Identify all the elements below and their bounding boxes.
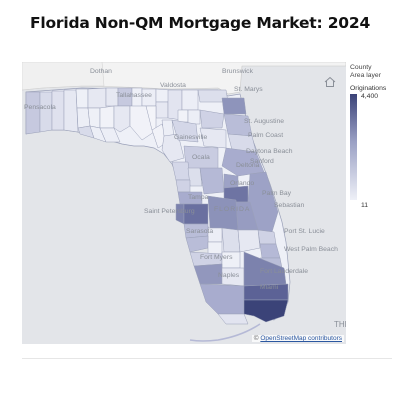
county-sarasota[interactable] (185, 235, 209, 253)
osm-attribution-link[interactable]: OpenStreetMap contributors (260, 335, 342, 342)
county-levy[interactable] (161, 133, 185, 163)
label-port-st-lucie: Port St. Lucie (284, 228, 325, 235)
county-liberty[interactable] (99, 105, 115, 129)
county-bradford[interactable] (187, 109, 201, 125)
legend-max-value: 4,400 (361, 93, 379, 100)
county-alachua[interactable] (171, 119, 199, 143)
label-palm-bay: Palm Bay (262, 190, 292, 197)
label-valdosta: Valdosta (160, 82, 186, 89)
county-walton[interactable] (63, 89, 79, 133)
county-calhoun[interactable] (87, 107, 101, 129)
label-st-augustine: St. Augustine (244, 118, 285, 125)
label-ocala: Ocala (192, 154, 210, 161)
label-gainesville: Gainesville (174, 134, 208, 141)
label-florida: FLORIDA (214, 206, 251, 213)
label-palm-coast: Palm Coast (248, 132, 284, 139)
label-pensacola: Pensacola (24, 104, 56, 111)
county-holmes[interactable] (75, 88, 89, 109)
county-escambia[interactable] (25, 91, 41, 135)
county-union[interactable] (177, 109, 189, 123)
label-miami: Miami (260, 284, 279, 291)
label-naples: Naples (218, 272, 240, 279)
map-panel[interactable]: Dothan Brunswick Valdosta Tallahassee St… (22, 62, 346, 344)
county-polk[interactable] (207, 195, 239, 231)
county-collier[interactable] (199, 283, 245, 315)
panhandle-counties (25, 87, 257, 163)
home-icon (324, 76, 336, 87)
label-brunswick: Brunswick (222, 68, 253, 75)
county-miami-dade[interactable] (243, 299, 289, 323)
central-counties (171, 145, 289, 325)
county-lake[interactable] (199, 167, 225, 195)
label-fort-myers: Fort Myers (200, 254, 233, 261)
label-sanford: Sanford (250, 158, 274, 165)
map-attribution: © OpenStreetMap contributors (251, 335, 344, 342)
county-santa-rosa[interactable] (39, 91, 53, 133)
label-sarasota: Sarasota (186, 228, 214, 235)
map-legend: County Area layer Originations 4,400 11 (350, 64, 398, 209)
label-orlando: Orlando (230, 180, 255, 187)
county-franklin[interactable] (99, 127, 121, 143)
label-saint-petersburg: Saint Petersburg (144, 208, 195, 215)
label-sebastian: Sebastian (274, 202, 305, 209)
legend-gradient-bar (350, 94, 357, 200)
county-clay[interactable] (199, 109, 225, 129)
county-duval[interactable] (221, 97, 247, 115)
label-tallahassee: Tallahassee (116, 92, 152, 99)
label-tampa: Tampa (188, 194, 209, 201)
legend-min-value: 11 (361, 202, 369, 209)
legend-title: County (350, 64, 372, 71)
county-desoto[interactable] (207, 241, 223, 255)
legend-subtitle: Area layer (350, 72, 381, 79)
map-watermark: THE (334, 320, 346, 329)
bottom-divider (22, 358, 392, 359)
attribution-prefix: © (253, 335, 261, 342)
county-washington[interactable] (76, 107, 91, 129)
label-fort-lauderdale: Fort Lauderdale (260, 268, 308, 275)
label-west-palm-beach: West Palm Beach (284, 246, 338, 253)
label-dothan: Dothan (90, 68, 112, 75)
county-highlands[interactable] (221, 227, 241, 253)
county-citrus[interactable] (171, 161, 191, 181)
county-wakulla[interactable] (113, 105, 131, 133)
label-daytona-beach: Daytona Beach (246, 148, 293, 155)
page-title: Florida Non-QM Mortgage Market: 2024 (29, 14, 371, 32)
label-st-marys: St. Marys (234, 86, 263, 93)
florida-keys (189, 323, 261, 342)
county-baker[interactable] (181, 89, 199, 111)
map-canvas[interactable] (22, 62, 346, 344)
label-deltona: Deltona (236, 162, 260, 169)
county-indian-river[interactable] (257, 229, 277, 245)
legend-scale: 4,400 (350, 93, 398, 206)
legend-measure: Originations (350, 85, 387, 92)
county-okeechobee[interactable] (237, 229, 261, 253)
county-hernando[interactable] (175, 179, 191, 193)
alabama-area (22, 62, 105, 91)
county-monroe[interactable] (217, 313, 249, 325)
home-button[interactable] (322, 74, 338, 90)
county-suwannee[interactable] (155, 101, 169, 119)
county-jackson[interactable] (87, 87, 107, 109)
